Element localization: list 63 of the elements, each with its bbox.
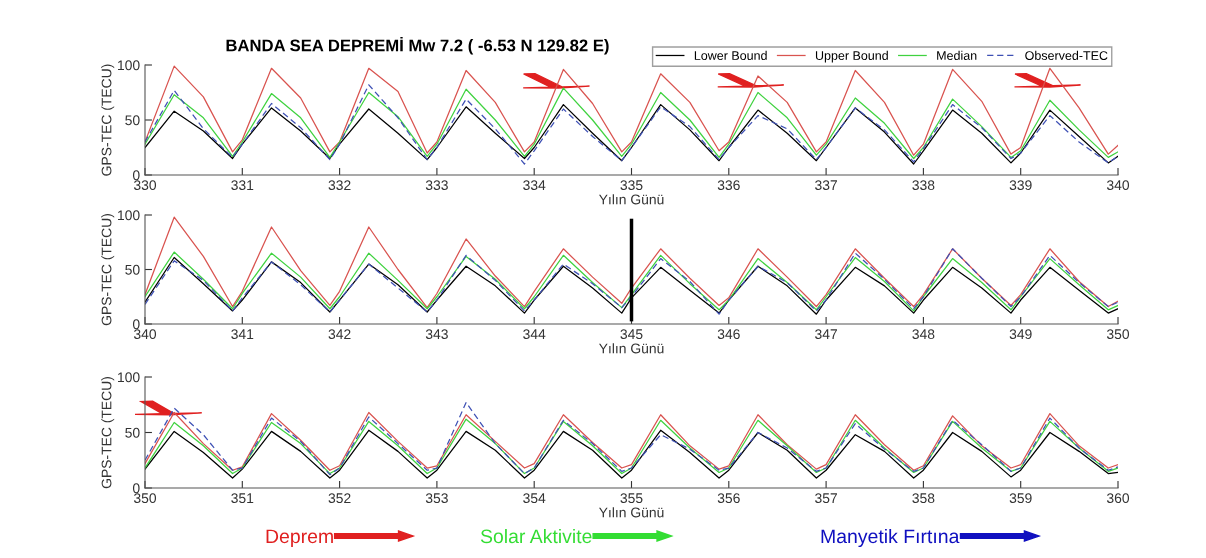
- x-tick-label: 337: [815, 180, 837, 191]
- y-tick-label: 50: [125, 264, 140, 275]
- x-axis-title: Yılın Günü: [598, 507, 664, 518]
- x-tick-label: 360: [1106, 493, 1130, 504]
- x-tick-label: 334: [523, 180, 546, 191]
- x-tick-label: 354: [523, 493, 546, 504]
- text: Manyetik Fırtına: [821, 528, 960, 548]
- x-axis-title: Yılın Günü: [598, 343, 664, 354]
- chart-title: BANDA SEA DEPREMİ Mw 7.2 ( -6.53 N 129.82 E): [226, 36, 609, 55]
- x-tick-label: 357: [815, 493, 837, 504]
- x-tick-label: 349: [1009, 329, 1032, 340]
- x-tick-label: 343: [425, 329, 448, 340]
- x-tick-label: 331: [231, 180, 254, 191]
- y-tick-label: 100: [118, 210, 140, 221]
- y-tick-label: 0: [132, 483, 140, 494]
- x-tick-label: 351: [231, 493, 254, 504]
- legend-label: Median: [937, 50, 977, 60]
- x-tick-label: 359: [1009, 493, 1032, 504]
- y-tick-label: 0: [132, 319, 140, 330]
- x-tick-label: 335: [620, 180, 643, 191]
- x-tick-label: 340: [133, 329, 157, 340]
- x-tick-label: 345: [620, 329, 643, 340]
- line-series: [145, 401, 1118, 476]
- x-tick-label: 358: [912, 493, 935, 504]
- line-series: [145, 65, 1118, 156]
- x-tick-label: 348: [912, 329, 935, 340]
- y-tick-label: 50: [125, 427, 140, 438]
- x-axis-title: Yılın Günü: [598, 194, 664, 205]
- x-tick-label: 347: [815, 329, 837, 340]
- legend-label: Observed-TEC: [1025, 50, 1108, 60]
- x-tick-label: 339: [1009, 180, 1032, 191]
- x-tick-label: 342: [328, 329, 351, 340]
- x-tick-label: 341: [231, 329, 254, 340]
- x-tick-label: 350: [1106, 329, 1130, 340]
- x-tick-label: 352: [328, 493, 351, 504]
- y-tick-label: 50: [125, 115, 140, 126]
- x-tick-label: 353: [425, 493, 448, 504]
- x-tick-label: 340: [1106, 180, 1130, 191]
- y-axis-title: GPS-TEC (TECU): [101, 214, 115, 326]
- x-tick-label: 350: [133, 493, 157, 504]
- line-series: [145, 103, 1118, 165]
- x-tick-label: 344: [523, 329, 546, 340]
- text: Solar Aktivite: [480, 528, 592, 544]
- x-tick-label: 356: [717, 493, 740, 504]
- y-tick-label: 100: [118, 372, 140, 383]
- line-series: [145, 429, 1118, 479]
- x-tick-label: 336: [717, 180, 740, 191]
- x-tick-label: 333: [425, 180, 448, 191]
- line-series: [145, 418, 1118, 475]
- y-axis-title: GPS-TEC (TECU): [101, 377, 115, 489]
- y-tick-label: 0: [132, 170, 140, 181]
- x-tick-label: 332: [328, 180, 351, 191]
- line-series: [145, 411, 1118, 471]
- x-tick-label: 330: [133, 180, 157, 191]
- legend-label: Upper Bound: [815, 50, 888, 63]
- y-tick-label: 100: [118, 60, 140, 71]
- x-tick-label: 355: [620, 493, 643, 504]
- legend-label: Lower Bound: [694, 50, 767, 60]
- text: Deprem: [266, 529, 333, 548]
- x-tick-label: 346: [717, 329, 740, 340]
- x-tick-label: 338: [912, 180, 935, 191]
- line-series: [145, 216, 1118, 309]
- y-axis-title: GPS-TEC (TECU): [101, 64, 115, 176]
